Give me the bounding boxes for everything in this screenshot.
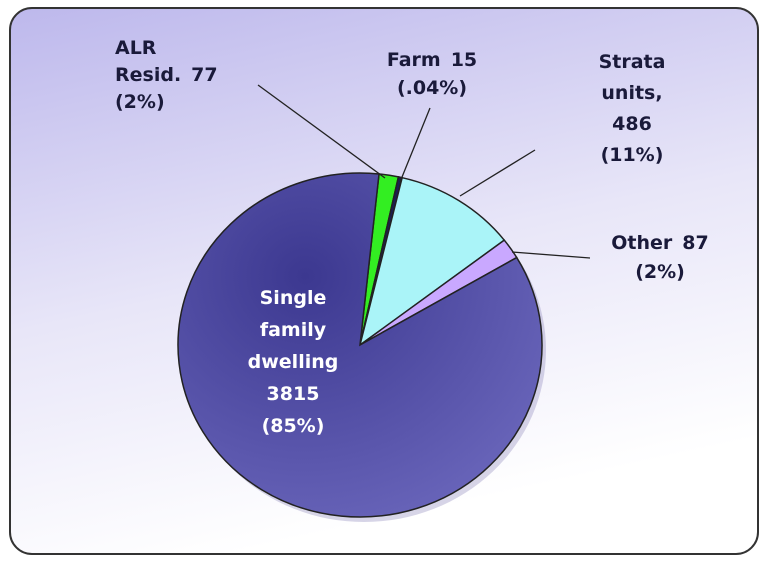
pie-slice bbox=[177, 172, 543, 518]
slice-label: ALR bbox=[115, 37, 157, 59]
slice-label: (11%) bbox=[601, 144, 664, 166]
slice-label: Single bbox=[260, 287, 327, 309]
category-label: ALR bbox=[115, 37, 157, 59]
value-label: 3815 bbox=[267, 383, 320, 405]
category-label: family bbox=[260, 319, 327, 341]
percent-label: (2%) bbox=[635, 261, 685, 283]
slice-label: family bbox=[260, 319, 327, 341]
slice-label: dwelling bbox=[248, 351, 339, 373]
category-label: Other bbox=[611, 232, 673, 254]
slice-label: units, bbox=[601, 82, 662, 104]
leader-line bbox=[511, 251, 591, 259]
slice-label: 486 bbox=[612, 113, 652, 135]
category-label: dwelling bbox=[248, 351, 339, 373]
leader-line bbox=[257, 84, 386, 179]
leader-line bbox=[459, 149, 536, 197]
category-label: Farm bbox=[387, 49, 441, 71]
leader-line bbox=[399, 107, 431, 183]
percent-label: (11%) bbox=[601, 144, 664, 166]
category-label: Resid. bbox=[115, 64, 181, 86]
percent-label: (.04%) bbox=[397, 77, 467, 99]
percent-label: (85%) bbox=[262, 415, 325, 437]
pie-slice bbox=[358, 176, 506, 347]
percent-label: (2%) bbox=[115, 91, 165, 113]
value-label: 486 bbox=[612, 113, 652, 135]
slice-label: (.04%) bbox=[397, 77, 467, 99]
slice-label: (2%) bbox=[635, 261, 685, 283]
slice-label: (2%) bbox=[115, 91, 165, 113]
value-label: 77 bbox=[191, 64, 217, 86]
slice-label: 3815 bbox=[267, 383, 320, 405]
value-label: 87 bbox=[682, 232, 708, 254]
slice-label: (85%) bbox=[262, 415, 325, 437]
slice-label: Other 87 bbox=[611, 232, 708, 254]
value-label: 15 bbox=[451, 49, 477, 71]
slice-label: Farm 15 bbox=[387, 49, 477, 71]
category-label: units, bbox=[601, 82, 662, 104]
category-label: Strata bbox=[599, 51, 666, 73]
category-label: Single bbox=[260, 287, 327, 309]
slice-label: Resid. 77 bbox=[115, 64, 218, 86]
slice-label: Strata bbox=[599, 51, 666, 73]
